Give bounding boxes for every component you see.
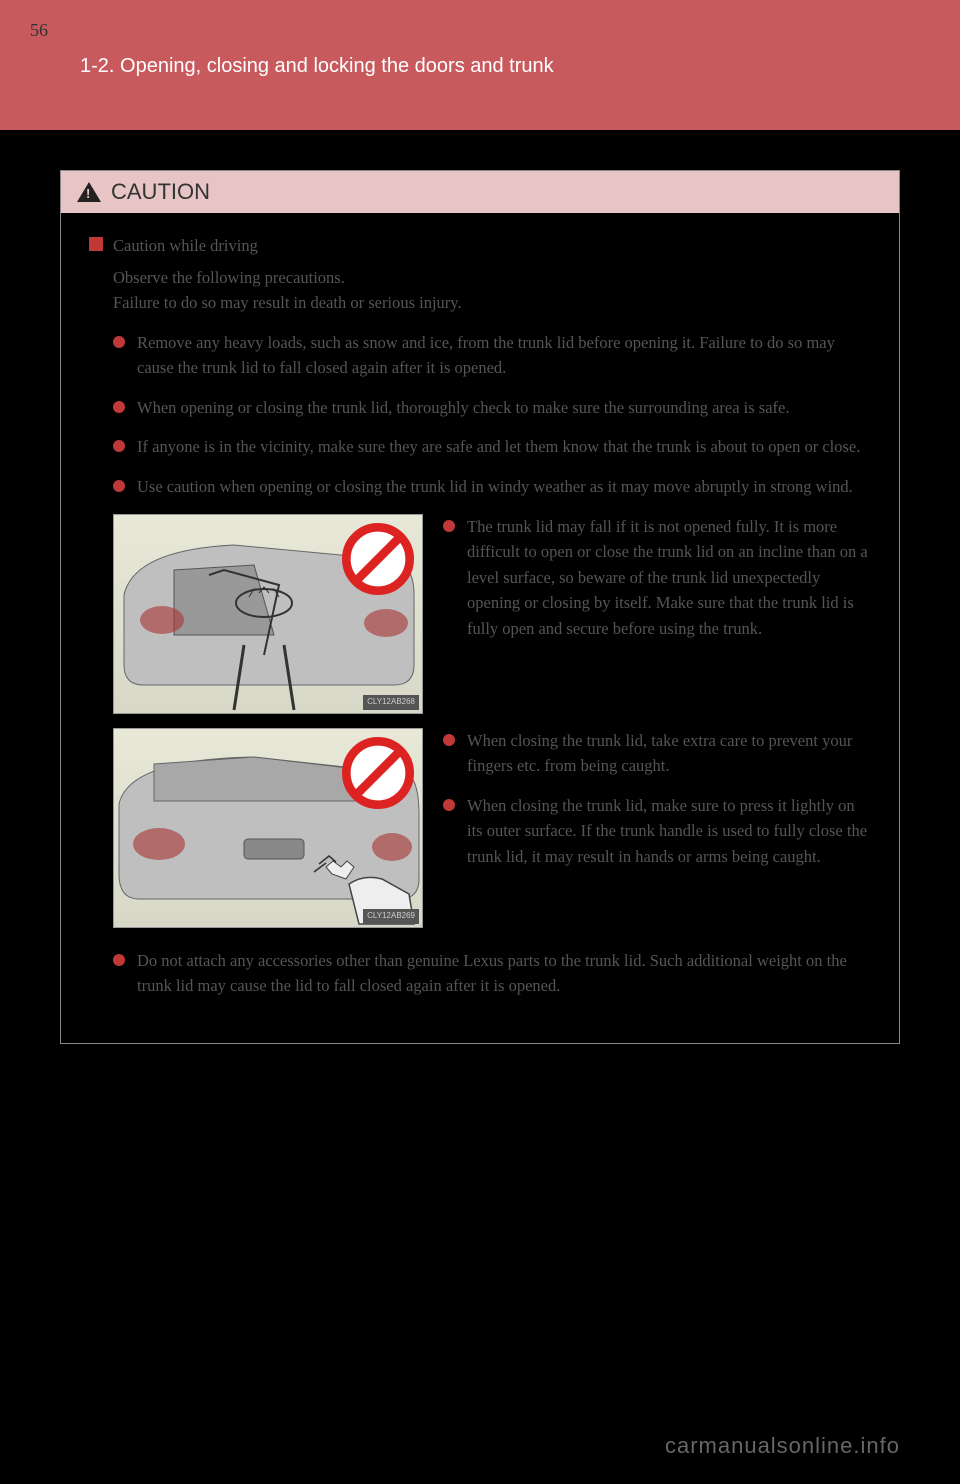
- bullet-dot-icon: [113, 440, 125, 452]
- bullet-text: When closing the trunk lid, make sure to…: [467, 793, 871, 870]
- bullet-text: Use caution when opening or closing the …: [137, 474, 871, 500]
- square-bullet-icon: [89, 237, 103, 251]
- bullet-text: When closing the trunk lid, take extra c…: [467, 728, 871, 779]
- warning-icon: [77, 182, 101, 202]
- caution-intro: Observe the following precautions. Failu…: [113, 265, 871, 316]
- bullet-dot-icon: [443, 799, 455, 811]
- trunk-finger-pinch-illustration: CLY12AB269: [113, 728, 423, 928]
- bullet-text: If anyone is in the vicinity, make sure …: [137, 434, 871, 460]
- caution-box: CAUTION Caution while driving Observe th…: [60, 170, 900, 1044]
- prohibition-icon: [342, 737, 414, 809]
- image-code: CLY12AB268: [363, 695, 419, 709]
- page-number: 56: [30, 20, 48, 41]
- caution-title: CAUTION: [111, 179, 210, 205]
- bullet-text: The trunk lid may fall if it is not open…: [467, 514, 871, 642]
- manual-page: 56 1-2. Opening, closing and locking the…: [0, 0, 960, 1484]
- bullet-item: Remove any heavy loads, such as snow and…: [113, 330, 871, 381]
- bullet-dot-icon: [113, 336, 125, 348]
- page-content: CAUTION Caution while driving Observe th…: [0, 130, 960, 1044]
- image-code: CLY12AB269: [363, 909, 419, 923]
- illustration-row-2: CLY12AB269 When closing the trunk lid, t…: [113, 728, 871, 928]
- bullet-item: Do not attach any accessories other than…: [113, 948, 871, 999]
- watermark: carmanualsonline.info: [665, 1433, 900, 1459]
- bullet-dot-icon: [113, 401, 125, 413]
- bullet-item: When closing the trunk lid, make sure to…: [443, 793, 871, 870]
- illustration-row-1: CLY12AB268 The trunk lid may fall if it …: [113, 514, 871, 714]
- prohibition-icon: [342, 523, 414, 595]
- caution-heading-row: Caution while driving: [89, 233, 871, 259]
- bullet-item: Use caution when opening or closing the …: [113, 474, 871, 500]
- bullet-item: If anyone is in the vicinity, make sure …: [113, 434, 871, 460]
- bullet-text: Do not attach any accessories other than…: [137, 948, 871, 999]
- section-title: 1-2. Opening, closing and locking the do…: [60, 20, 920, 78]
- caution-heading: Caution while driving: [113, 233, 258, 259]
- bullet-dot-icon: [113, 954, 125, 966]
- caution-body: Caution while driving Observe the follow…: [61, 213, 899, 1043]
- bullet-text: Remove any heavy loads, such as snow and…: [137, 330, 871, 381]
- bullet-text: When opening or closing the trunk lid, t…: [137, 395, 871, 421]
- trunk-head-bump-illustration: CLY12AB268: [113, 514, 423, 714]
- page-header: 56 1-2. Opening, closing and locking the…: [0, 0, 960, 130]
- bullet-dot-icon: [113, 480, 125, 492]
- bullet-item: The trunk lid may fall if it is not open…: [443, 514, 871, 642]
- caution-header: CAUTION: [61, 171, 899, 213]
- bullet-item: When closing the trunk lid, take extra c…: [443, 728, 871, 779]
- bullet-dot-icon: [443, 520, 455, 532]
- bullet-item: When opening or closing the trunk lid, t…: [113, 395, 871, 421]
- bullet-dot-icon: [443, 734, 455, 746]
- illustration-text-col: When closing the trunk lid, take extra c…: [443, 728, 871, 884]
- illustration-text-col: The trunk lid may fall if it is not open…: [443, 514, 871, 656]
